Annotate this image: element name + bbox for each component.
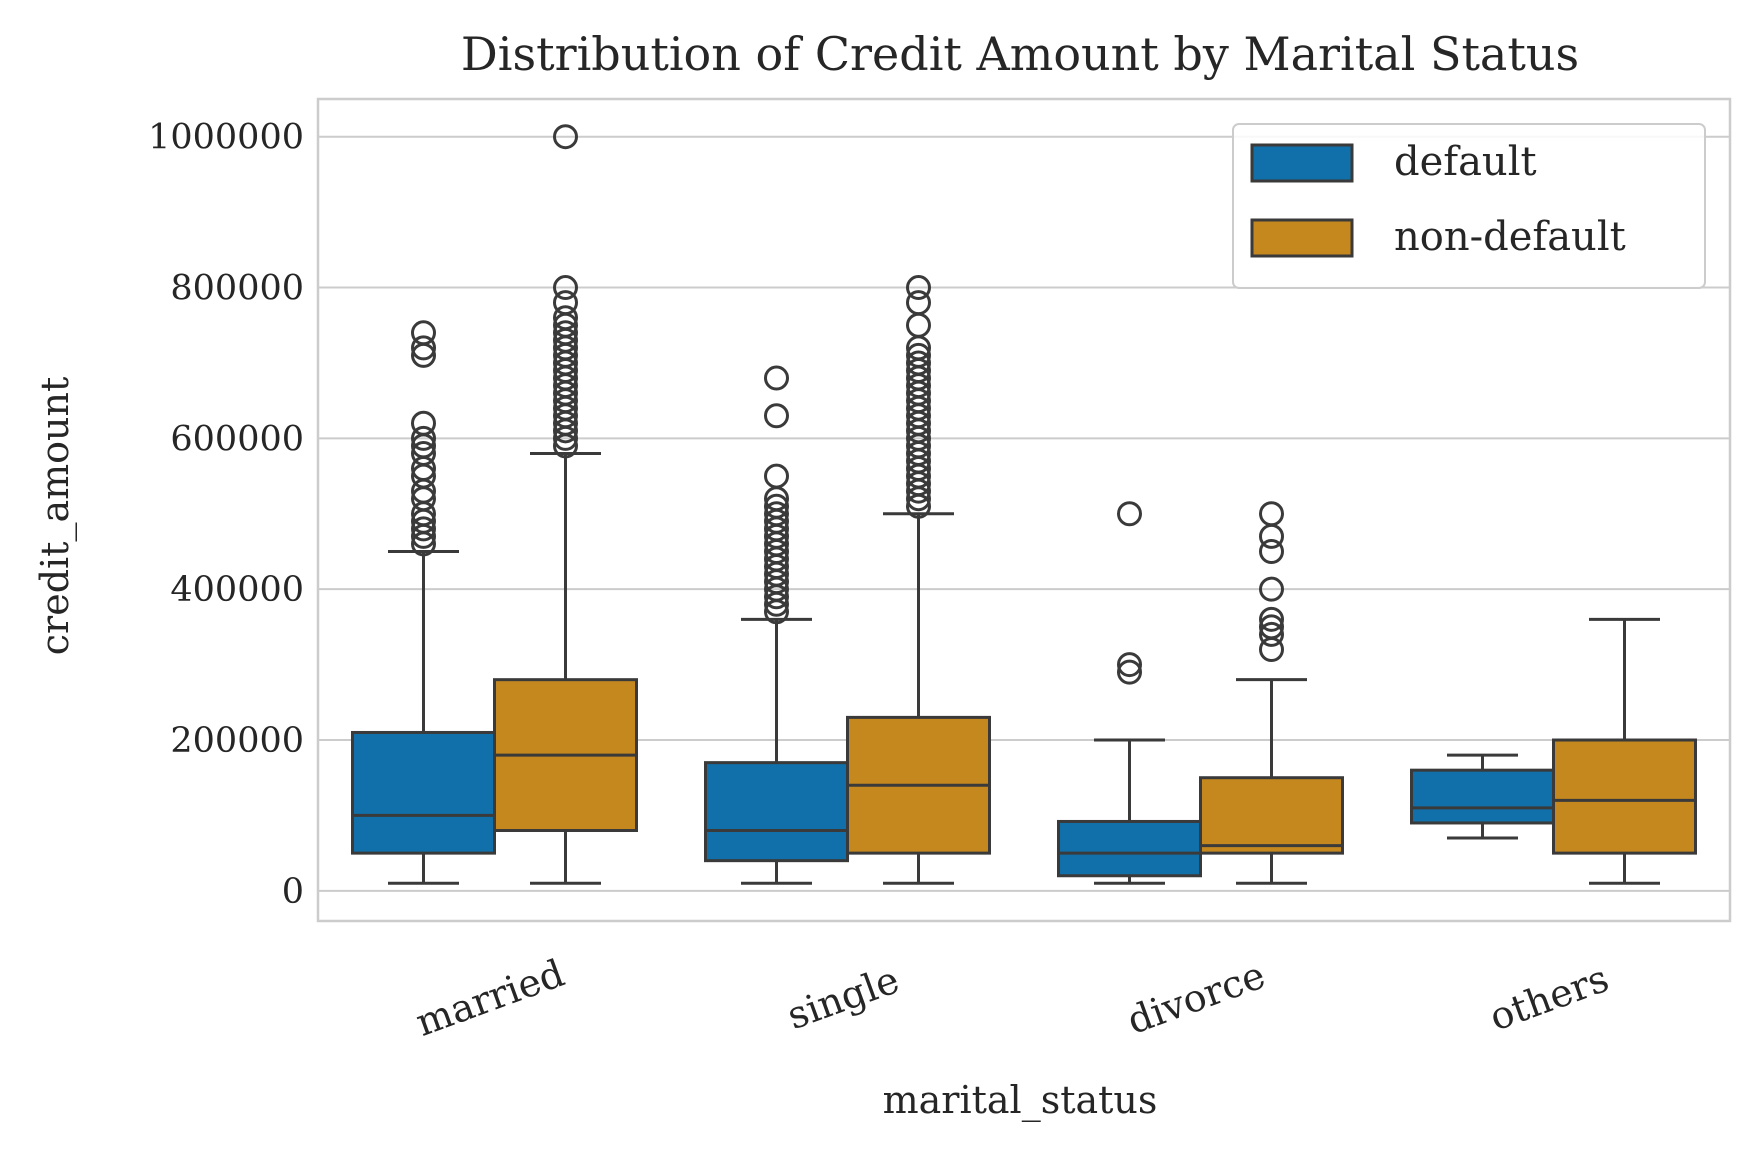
y-tick-label: 0 bbox=[282, 872, 304, 912]
y-tick-label: 1000000 bbox=[148, 118, 304, 158]
x-tick-label: single bbox=[781, 957, 904, 1038]
x-tick-label: others bbox=[1484, 956, 1614, 1039]
outlier-point bbox=[553, 290, 578, 316]
outlier-point bbox=[1259, 621, 1284, 647]
y-tick-label: 600000 bbox=[170, 419, 304, 459]
outlier-point bbox=[411, 410, 436, 436]
legend-swatch bbox=[1250, 143, 1354, 183]
box-default-married bbox=[351, 320, 496, 885]
outlier-point bbox=[411, 425, 436, 451]
outlier-point bbox=[906, 290, 931, 316]
outlier-point bbox=[411, 335, 436, 361]
outlier-point bbox=[553, 124, 578, 150]
outlier-point bbox=[764, 463, 789, 489]
outlier-point bbox=[1259, 606, 1284, 632]
box-default-divorce bbox=[1057, 501, 1202, 885]
box-non-default-married bbox=[493, 124, 638, 885]
outlier-point bbox=[411, 320, 436, 346]
outlier-point bbox=[906, 275, 931, 301]
outlier-point bbox=[906, 342, 931, 368]
box-body bbox=[704, 761, 849, 863]
outlier-point bbox=[764, 365, 789, 391]
box-default-others bbox=[1410, 753, 1555, 840]
x-axis-label: marital_status bbox=[883, 1078, 1158, 1123]
y-axis-ticks: 0 200000 400000 600000 800000 1000000 bbox=[148, 118, 304, 912]
outlier-point bbox=[1117, 501, 1142, 527]
outlier-point bbox=[1259, 501, 1284, 527]
outlier-point bbox=[411, 440, 436, 466]
plot-frame bbox=[316, 97, 1732, 923]
y-tick-label: 400000 bbox=[170, 570, 304, 610]
y-axis-label: credit_amount bbox=[33, 377, 78, 655]
box-body bbox=[1199, 776, 1344, 855]
y-tick-label: 200000 bbox=[170, 721, 304, 761]
y-tick-label: 800000 bbox=[170, 269, 304, 309]
box-body bbox=[1552, 738, 1697, 855]
outlier-point bbox=[1117, 659, 1142, 685]
legend-swatch bbox=[1250, 218, 1354, 258]
outlier-point bbox=[764, 501, 789, 527]
outlier-point bbox=[906, 312, 931, 338]
outlier-point bbox=[553, 320, 578, 346]
outlier-point bbox=[764, 493, 789, 519]
box-body bbox=[1410, 768, 1555, 825]
box-non-default-single bbox=[846, 275, 991, 885]
legend: default non-default bbox=[1232, 123, 1706, 289]
legend-label: non-default bbox=[1394, 214, 1626, 260]
x-tick-label: divorce bbox=[1121, 953, 1270, 1043]
box-non-default-divorce bbox=[1199, 501, 1344, 885]
x-axis-ticks: married single divorce others bbox=[410, 951, 1614, 1045]
boxes bbox=[351, 124, 1697, 885]
outlier-point bbox=[553, 275, 578, 301]
outlier-point bbox=[906, 350, 931, 376]
outlier-point bbox=[1117, 652, 1142, 678]
box-body bbox=[351, 730, 496, 855]
outlier-point bbox=[411, 516, 436, 542]
chart-title: Distribution of Credit Amount by Marital… bbox=[461, 27, 1579, 81]
outlier-point bbox=[764, 403, 789, 429]
box-body bbox=[1057, 819, 1202, 878]
box-non-default-others bbox=[1552, 617, 1697, 885]
outlier-point bbox=[553, 305, 578, 331]
outlier-point bbox=[1259, 538, 1284, 564]
x-tick-label: married bbox=[410, 951, 570, 1045]
outlier-point bbox=[1259, 523, 1284, 549]
box-default-single bbox=[704, 365, 849, 885]
outlier-point bbox=[1259, 614, 1284, 640]
legend-label: default bbox=[1394, 139, 1537, 185]
outlier-point bbox=[1259, 576, 1284, 602]
